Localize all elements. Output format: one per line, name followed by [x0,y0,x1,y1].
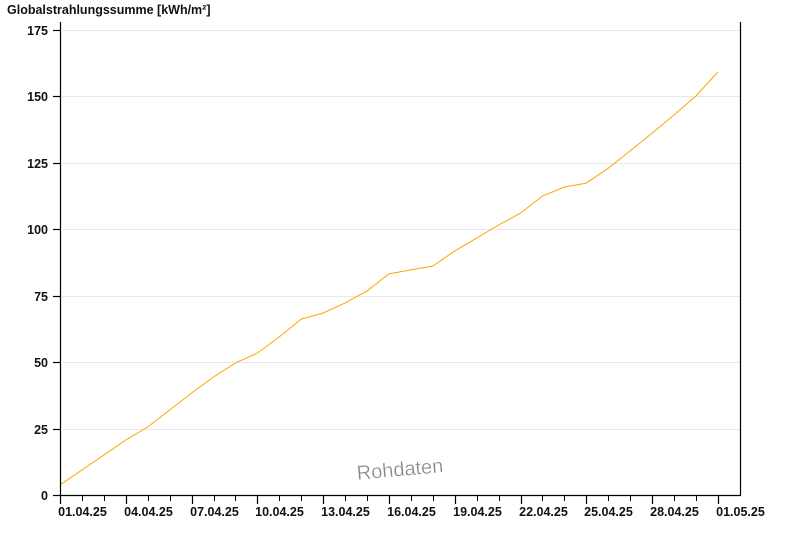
x-tick-label: 01.04.25 [58,505,107,519]
x-tick-label: 07.04.25 [190,505,239,519]
x-tick-label: 01.05.25 [716,505,765,519]
x-tick-label: 22.04.25 [519,505,568,519]
y-tick-label: 100 [27,223,48,237]
y-tick-label: 175 [27,24,48,38]
y-tick-label: 150 [27,90,48,104]
watermark: Rohdaten [356,455,444,484]
y-tick-label: 25 [34,423,48,437]
x-tick-label: 25.04.25 [584,505,633,519]
y-tick-label: 0 [41,489,48,503]
x-tick-label: 28.04.25 [650,505,699,519]
series-line [59,71,719,486]
x-tick-label: 04.04.25 [124,505,173,519]
grid [61,30,740,430]
x-tick-label: 16.04.25 [387,505,436,519]
y-tick-label: 50 [34,356,48,370]
y-tick-label: 125 [27,157,48,171]
ticks: 0 25 50 75 100 125 150 175 01.04.25 04.04.25 07.04… [27,24,765,519]
chart-title: Globalstrahlungssumme [kWh/m²] [7,3,211,17]
x-tick-label: 10.04.25 [255,505,304,519]
x-tick-label: 13.04.25 [321,505,370,519]
x-tick-label: 19.04.25 [453,505,502,519]
y-tick-label: 75 [34,290,48,304]
